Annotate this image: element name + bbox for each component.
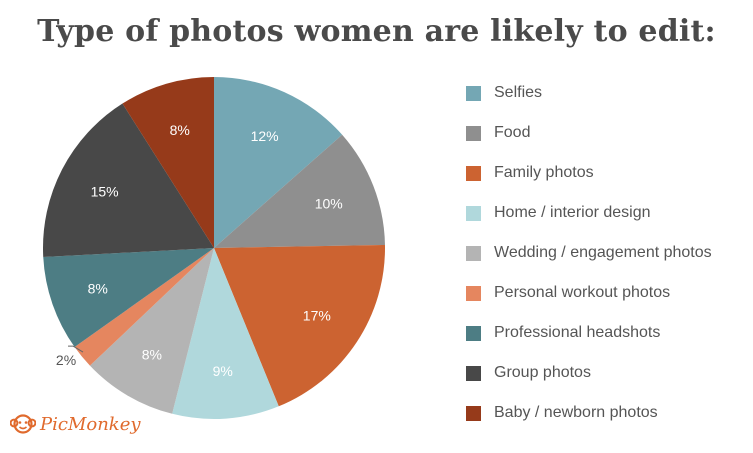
legend-item-professional-headshots: Professional headshots: [466, 313, 712, 353]
legend-label: Family photos: [494, 164, 594, 181]
legend-swatch: [466, 285, 481, 301]
legend-label: Group photos: [494, 364, 591, 381]
slice-label-wedding-engagement-photos: 8%: [142, 346, 162, 362]
legend-label: Selfies: [494, 84, 543, 101]
pie-slice-group-photos: [43, 103, 214, 258]
slice-label-professional-headshots: 8%: [88, 281, 108, 297]
picmonkey-logo: PicMonkey: [10, 412, 141, 436]
logo-text: PicMonkey: [40, 413, 141, 435]
legend-swatch: [466, 165, 481, 181]
slice-leader-line: [68, 345, 84, 353]
slice-label-personal-workout-photos: 2%: [56, 352, 76, 368]
pie-slice-personal-workout-photos: [74, 248, 214, 366]
slice-label-home-interior-design: 9%: [213, 363, 233, 379]
pie-slice-selfies: [214, 77, 343, 248]
pie-slice-home-interior-design: [172, 248, 279, 419]
slice-label-group-photos: 15%: [91, 184, 119, 200]
pie-slice-wedding-engagement-photos: [89, 248, 214, 414]
monkey-icon: [10, 414, 36, 434]
legend-swatch: [466, 125, 481, 141]
legend-label: Home / interior design: [494, 204, 651, 221]
slice-label-selfies: 12%: [251, 128, 279, 144]
legend-item-baby-newborn-photos: Baby / newborn photos: [466, 393, 712, 433]
pie-slice-baby-newborn-photos: [122, 77, 214, 248]
legend-swatch: [466, 245, 481, 261]
legend-swatch: [466, 405, 481, 421]
legend-swatch: [466, 325, 481, 341]
pie-slice-professional-headshots: [43, 248, 215, 348]
legend-item-family-photos: Family photos: [466, 153, 712, 193]
legend-label: Professional headshots: [494, 324, 661, 341]
legend-item-home-interior-design: Home / interior design: [466, 193, 712, 233]
legend-item-personal-workout-photos: Personal workout photos: [466, 273, 712, 313]
pie-slice-family-photos: [214, 244, 385, 407]
chart-title: Type of photos women are likely to edit:: [37, 14, 716, 49]
legend-label: Wedding / engagement photos: [494, 244, 712, 261]
legend-label: Personal workout photos: [494, 284, 671, 301]
slice-label-family-photos: 17%: [303, 308, 331, 324]
legend-swatch: [466, 205, 481, 221]
legend-item-group-photos: Group photos: [466, 353, 712, 393]
legend-item-food: Food: [466, 113, 712, 153]
pie-slice-food: [214, 134, 385, 248]
legend-item-selfies: Selfies: [466, 73, 712, 113]
legend-label: Baby / newborn photos: [494, 404, 658, 421]
slice-label-baby-newborn-photos: 8%: [170, 122, 190, 138]
legend-swatch: [466, 365, 481, 381]
legend-swatch: [466, 85, 481, 101]
legend-label: Food: [494, 124, 531, 141]
slice-label-food: 10%: [315, 195, 343, 211]
chart-legend: Selfies Food Family photos Home / interior …: [466, 73, 712, 433]
legend-item-wedding-engagement-photos: Wedding / engagement photos: [466, 233, 712, 273]
